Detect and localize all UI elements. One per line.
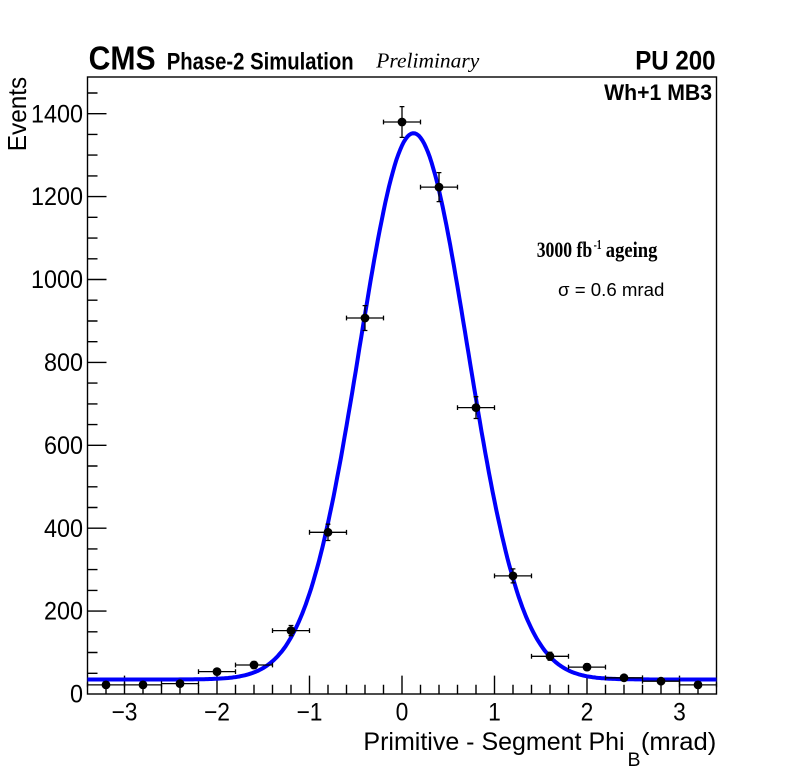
svg-text:3000 fb: 3000 fb — [537, 237, 593, 262]
svg-text:ageing: ageing — [606, 237, 658, 262]
svg-text:σ = 0.6 mrad: σ = 0.6 mrad — [558, 280, 664, 300]
svg-text:Phase-2 Simulation: Phase-2 Simulation — [167, 48, 354, 75]
svg-text:1400: 1400 — [31, 100, 83, 128]
svg-text:1200: 1200 — [31, 183, 83, 211]
svg-text:200: 200 — [44, 598, 83, 626]
svg-text:−2: −2 — [204, 699, 230, 727]
svg-text:0: 0 — [70, 681, 83, 709]
svg-text:−1: −1 — [297, 699, 323, 727]
svg-text:1000: 1000 — [31, 266, 83, 294]
svg-text:2: 2 — [581, 699, 594, 727]
svg-text:1: 1 — [488, 699, 501, 727]
svg-text:PU 200: PU 200 — [635, 45, 715, 75]
svg-text:(mrad): (mrad) — [641, 728, 716, 756]
svg-text:0: 0 — [396, 699, 409, 727]
svg-text:600: 600 — [44, 432, 83, 460]
svg-text:Preliminary: Preliminary — [375, 49, 480, 73]
svg-text:400: 400 — [44, 515, 83, 543]
svg-text:Events: Events — [2, 77, 32, 151]
svg-text:-1: -1 — [594, 237, 602, 252]
svg-text:800: 800 — [44, 349, 83, 377]
svg-text:CMS: CMS — [89, 39, 156, 76]
svg-text:3: 3 — [673, 699, 686, 727]
svg-text:Primitive - Segment Phi: Primitive - Segment Phi — [363, 728, 624, 756]
svg-text:Wh+1 MB3: Wh+1 MB3 — [604, 80, 712, 105]
svg-text:−3: −3 — [112, 699, 138, 727]
svg-text:B: B — [628, 749, 641, 771]
